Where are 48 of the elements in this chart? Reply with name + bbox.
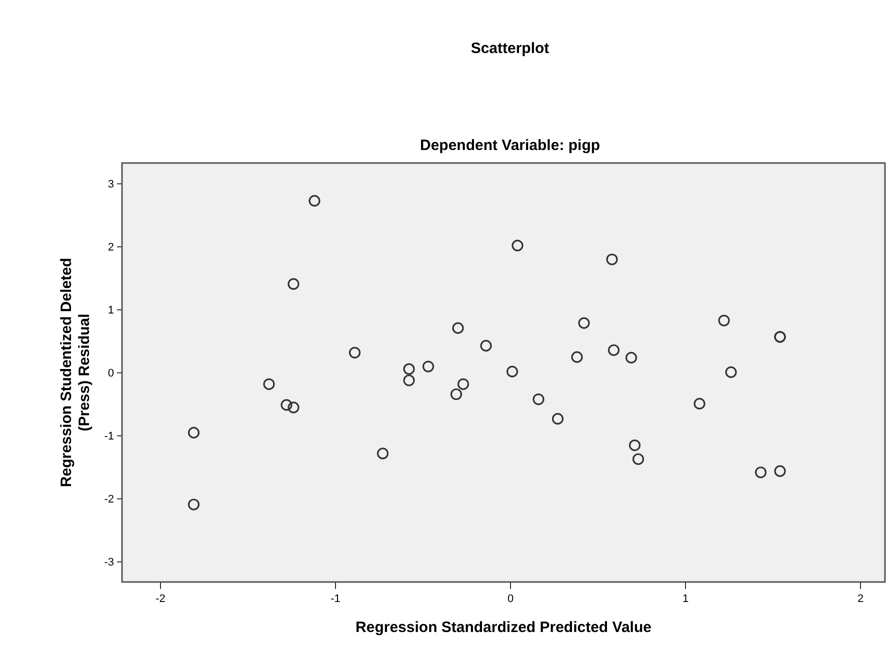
x-tick-label: 0 <box>507 593 514 605</box>
point <box>725 366 737 378</box>
x-tick-label: 2 <box>857 593 864 605</box>
y-axis-title: Regression Studentized Deleted (Press) Residual <box>58 258 93 488</box>
chart-subtitle: Dependent Variable: pigp <box>420 137 600 154</box>
point <box>450 388 462 400</box>
point <box>376 448 389 460</box>
x-axis-title: Regression Standardized Predicted Value <box>356 619 652 636</box>
x-tick-label: -2 <box>156 593 166 605</box>
point <box>348 346 361 358</box>
point <box>754 466 767 478</box>
point <box>512 240 524 252</box>
chart-title: Scatterplot <box>470 40 550 57</box>
point <box>774 465 786 477</box>
y-tick-label: 2 <box>108 242 114 254</box>
point <box>457 378 470 390</box>
point <box>263 378 275 390</box>
point <box>403 374 415 386</box>
point <box>625 352 638 364</box>
point <box>452 322 464 334</box>
point <box>578 317 590 329</box>
point <box>308 195 320 207</box>
point <box>280 399 292 411</box>
point <box>628 439 641 452</box>
y-tick-label: -1 <box>104 430 114 443</box>
point <box>571 351 583 363</box>
point <box>480 340 492 352</box>
point <box>288 278 300 290</box>
point <box>694 398 706 410</box>
point <box>532 393 544 406</box>
point <box>608 344 620 356</box>
point <box>718 314 730 326</box>
point <box>552 413 564 425</box>
y-tick-label: 1 <box>108 304 114 317</box>
x-tick-label: 1 <box>682 593 689 605</box>
point <box>403 363 415 375</box>
point <box>188 426 200 438</box>
y-tick-label: 3 <box>108 178 114 191</box>
point <box>632 453 644 465</box>
y-tick-label: -3 <box>104 556 114 569</box>
point <box>506 366 518 378</box>
point <box>422 360 434 372</box>
x-tick-label: -1 <box>330 593 340 605</box>
y-tick-label: 0 <box>108 368 114 380</box>
y-tick-label: -2 <box>104 494 114 506</box>
point <box>288 402 300 414</box>
point <box>606 254 618 266</box>
point <box>188 498 200 510</box>
